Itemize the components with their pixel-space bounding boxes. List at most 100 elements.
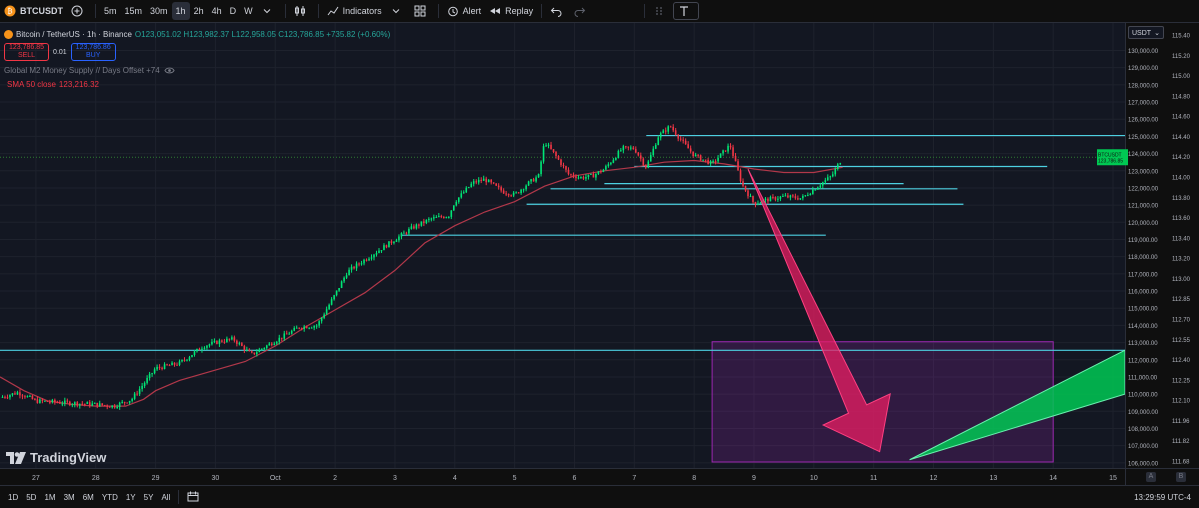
candle-up [378,250,380,254]
candle-up [273,343,276,346]
interval-15m[interactable]: 15m [124,6,143,16]
chart-type-button[interactable] [290,0,314,22]
candle-up [238,343,241,345]
price-tick-label: 106,000.00 [1128,461,1159,467]
candle-down [223,341,226,343]
range-1y[interactable]: 1Y [125,492,136,502]
interval-1h[interactable]: 1h [171,2,190,20]
legend-m2-row[interactable]: Global M2 Money Supply // Days Offset +7… [4,63,390,77]
clock-label[interactable]: 13:29:59 UTC-4 [1134,492,1191,502]
price-tick-label: 127,000.00 [1128,101,1159,107]
candle-down [500,187,502,191]
brand-label: TradingView [30,450,107,465]
candle-down [637,152,640,156]
time-axis-svg[interactable]: 27 28 29 30 Oct 2 3 4 5 6 7 8 9 10 11 12 13 14 15 [0,469,1125,486]
range-all[interactable]: All [161,492,171,502]
interval-5m[interactable]: 5m [104,6,117,16]
auto-scale-a-button[interactable]: A [1146,472,1156,482]
price-axis[interactable]: 106,000.00 107,000.00 108,000.00 109,000.00… [1097,23,1199,468]
candle-up [328,304,330,310]
chart-pane[interactable] [0,23,1126,468]
candle-up [428,218,430,220]
candle-up [769,196,772,202]
time-tick-label: 9 [752,475,756,482]
candle-up [482,178,485,181]
currency-selector[interactable]: USDT ⌄ [1128,26,1164,39]
legend-sma-row[interactable]: SMA 50 close 123,216.32 [4,77,390,91]
divider [541,4,543,18]
text-tool-button[interactable] [673,2,700,20]
candle-down [56,402,59,404]
interval-dropdown[interactable] [257,0,281,22]
candle-down [475,181,478,183]
indicators-dropdown[interactable] [386,0,410,22]
candle-down [792,195,794,197]
candle-up [360,263,363,265]
candle-down [557,156,560,160]
tradingview-logo[interactable]: TradingView [6,450,106,465]
bottom-toolbar: 1D 5D 1M 3M 6M YTD 1Y 5Y All 13:29:59 UT… [0,485,1199,508]
buy-button[interactable]: 123,786.86 BUY [70,43,116,61]
candle-up [435,216,438,218]
range-1d[interactable]: 1D [8,492,19,502]
go-to-date-button[interactable] [183,491,203,504]
time-tick-label: 10 [810,475,818,482]
legend-title[interactable]: Bitcoin / TetherUS · 1h · Binance [16,29,132,39]
indicators-button[interactable]: Indicators [323,0,386,22]
interval-2h[interactable]: 2h [193,6,204,16]
candle-down [732,147,734,156]
candle-down [440,216,443,218]
redo-button[interactable] [570,0,594,22]
candle-up [78,403,81,406]
candle-down [642,158,645,165]
time-axis[interactable]: 27 28 29 30 Oct 2 3 4 5 6 7 8 9 10 11 12 13 14 15 [0,468,1125,486]
compare-button[interactable] [67,0,91,22]
candle-down [176,364,178,366]
candle-down [59,402,61,404]
range-5y[interactable]: 5Y [143,492,154,502]
candle-up [615,157,617,160]
candle-up [380,250,383,252]
range-3m[interactable]: 3M [63,492,75,502]
candle-up [143,382,146,386]
candle-up [211,341,213,345]
candle-down [49,401,51,403]
drag-handle[interactable] [649,0,673,22]
candle-up [759,202,762,204]
eye-icon[interactable] [164,66,175,75]
chevron-down-icon [263,9,270,14]
interval-4h[interactable]: 4h [211,6,222,16]
candle-down [300,328,303,330]
candle-up [540,161,542,175]
price-chart[interactable] [0,23,1126,468]
time-tick-label: 8 [692,475,696,482]
price-axis-svg[interactable]: 106,000.00 107,000.00 108,000.00 109,000.00… [1097,23,1199,468]
alert-button[interactable]: Alert [443,0,486,22]
m2-tick-label: 112.10 [1172,399,1191,405]
symbol-search[interactable]: ₿ BTCUSDT [0,0,67,22]
undo-button[interactable] [546,0,570,22]
current-price-tag-bg [1097,149,1128,166]
range-6m[interactable]: 6M [82,492,94,502]
layouts-button[interactable] [410,0,434,22]
candle-up [545,145,547,147]
m2-tick-label: 113.40 [1172,236,1191,242]
candle-up [595,174,597,178]
range-1m[interactable]: 1M [44,492,56,502]
auto-scale-b-button[interactable]: B [1176,472,1186,482]
price-tick-label: 112,000.00 [1128,358,1158,364]
candle-down [510,195,512,197]
interval-d[interactable]: D [229,6,237,16]
candle-down [664,130,667,132]
interval-30m[interactable]: 30m [150,6,168,16]
replay-label: Replay [505,6,534,16]
candle-up [91,403,94,406]
range-5d[interactable]: 5D [26,492,37,502]
candle-up [542,146,545,162]
sell-button[interactable]: 123,786.85 SELL [4,43,50,61]
candle-down [69,401,71,406]
replay-button[interactable]: Replay [485,0,537,22]
time-tick-label: 27 [32,475,40,482]
range-ytd[interactable]: YTD [101,492,118,502]
interval-w[interactable]: W [244,6,253,16]
